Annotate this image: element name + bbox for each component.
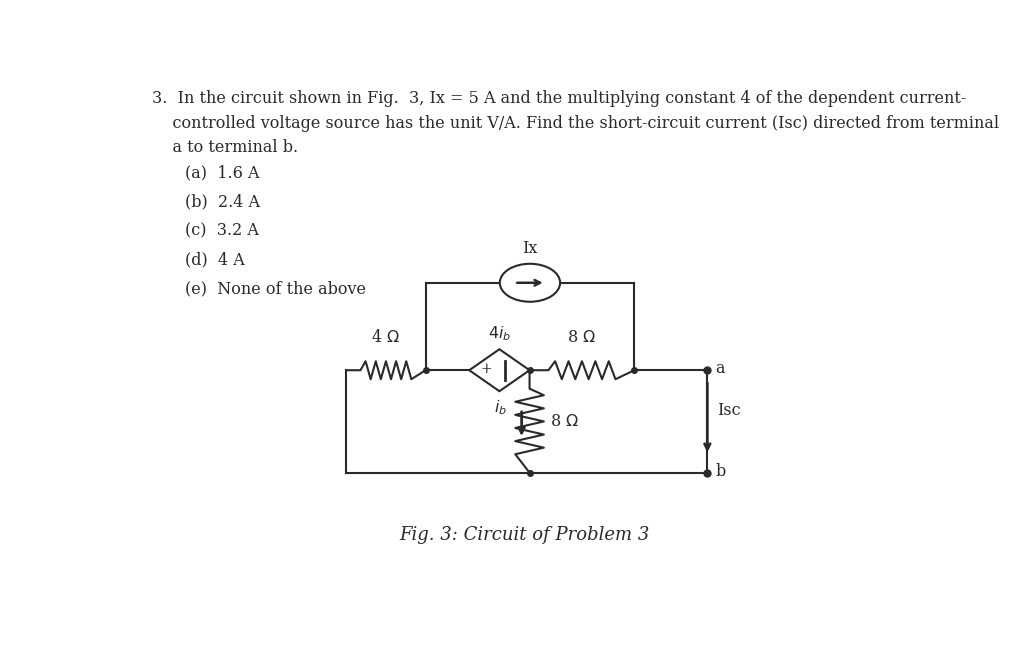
Text: 4 $\Omega$: 4 $\Omega$: [372, 329, 400, 346]
Circle shape: [500, 263, 560, 302]
Text: (e)  None of the above: (e) None of the above: [185, 280, 367, 297]
Polygon shape: [469, 349, 529, 391]
Text: +: +: [481, 361, 493, 376]
Text: 3.  In the circuit shown in Fig.  3, Ix = 5 A and the multiplying constant 4 of : 3. In the circuit shown in Fig. 3, Ix = …: [152, 90, 999, 156]
Text: (b)  2.4 A: (b) 2.4 A: [185, 193, 260, 210]
Text: $i_b$: $i_b$: [495, 398, 507, 417]
Text: Fig. 3: Circuit of Problem 3: Fig. 3: Circuit of Problem 3: [399, 526, 650, 544]
Text: Isc: Isc: [717, 402, 740, 419]
Text: 8 $\Omega$: 8 $\Omega$: [567, 329, 596, 346]
Text: 8 $\Omega$: 8 $\Omega$: [550, 413, 580, 430]
Text: (c)  3.2 A: (c) 3.2 A: [185, 223, 259, 239]
Text: (d)  4 A: (d) 4 A: [185, 251, 245, 268]
Text: b: b: [715, 463, 726, 480]
Text: (a)  1.6 A: (a) 1.6 A: [185, 164, 260, 181]
Text: Ix: Ix: [522, 239, 538, 257]
Text: a: a: [715, 360, 725, 377]
Text: $4i_b$: $4i_b$: [487, 324, 511, 343]
